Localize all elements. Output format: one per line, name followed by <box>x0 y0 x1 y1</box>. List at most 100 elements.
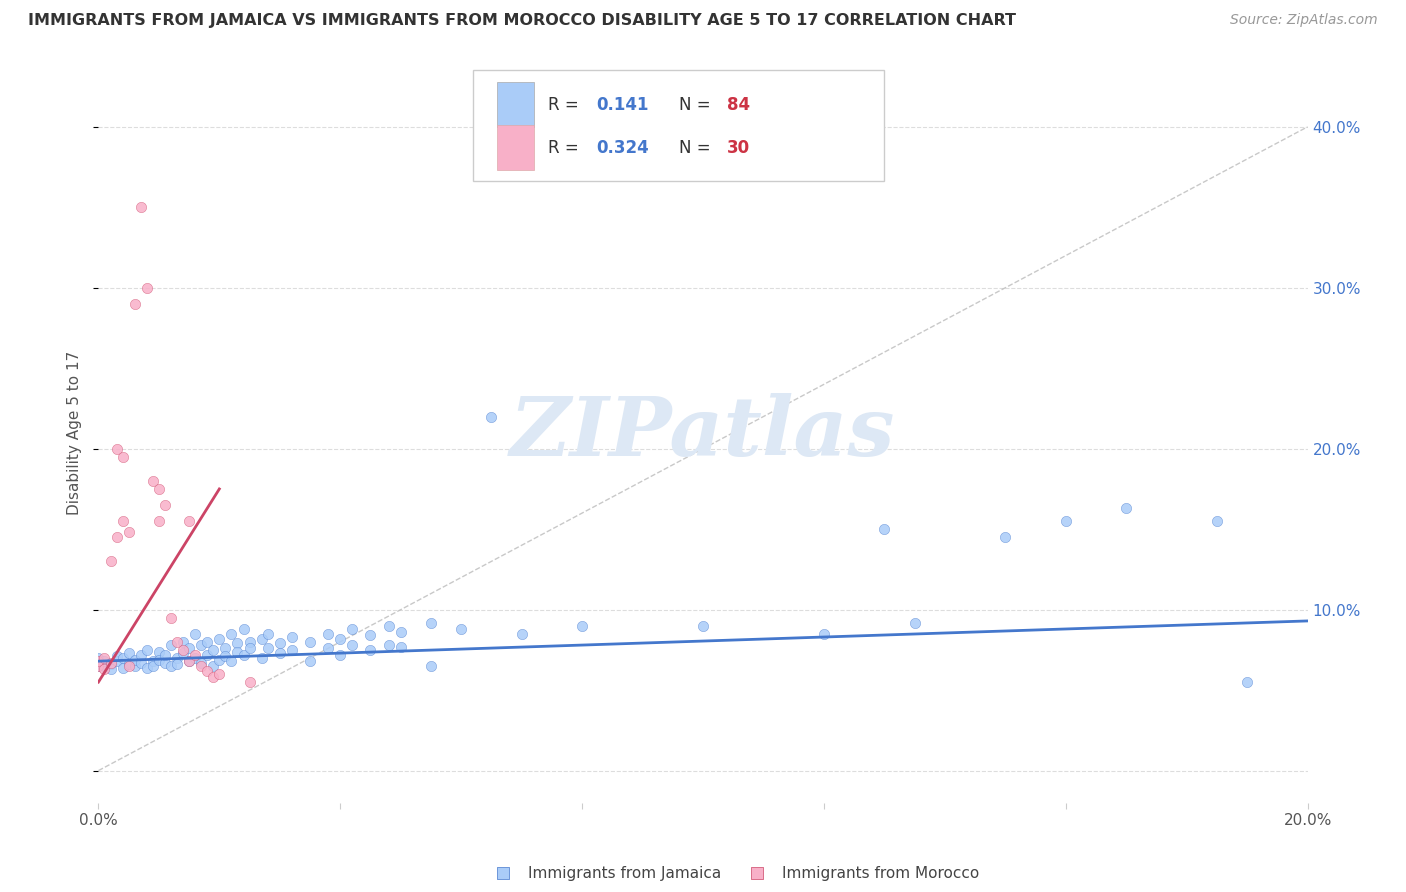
FancyBboxPatch shape <box>498 126 534 169</box>
Point <box>87 659 110 673</box>
Point <box>202 643 225 657</box>
Point <box>142 659 165 673</box>
Point <box>105 530 128 544</box>
Point <box>1236 675 1258 690</box>
Point <box>202 670 225 684</box>
Text: R =: R = <box>548 95 585 113</box>
Point <box>142 474 165 488</box>
Point <box>179 654 201 668</box>
Point <box>166 635 188 649</box>
Point <box>153 656 176 670</box>
Point <box>299 635 322 649</box>
Point <box>389 625 412 640</box>
Point <box>250 651 273 665</box>
Point <box>142 654 165 668</box>
Point <box>226 636 249 650</box>
Point <box>377 638 399 652</box>
Point <box>100 662 122 676</box>
Point <box>873 522 896 536</box>
Point <box>420 615 443 630</box>
Point <box>195 635 218 649</box>
Point <box>208 632 231 646</box>
Point <box>179 641 201 656</box>
Text: Immigrants from Jamaica: Immigrants from Jamaica <box>527 865 721 880</box>
Point <box>329 632 352 646</box>
Point <box>190 656 212 670</box>
Point <box>232 622 254 636</box>
Point <box>172 646 194 660</box>
Text: N =: N = <box>679 138 716 157</box>
Point <box>129 200 152 214</box>
Point <box>994 530 1017 544</box>
Point <box>148 644 170 658</box>
Text: 0.141: 0.141 <box>596 95 650 113</box>
Point <box>111 450 134 464</box>
Point <box>389 640 412 654</box>
Point <box>100 657 122 672</box>
Point <box>166 651 188 665</box>
Point <box>111 660 134 674</box>
Point <box>239 675 262 690</box>
Text: N =: N = <box>679 95 716 113</box>
Point <box>214 649 236 664</box>
Point <box>160 659 183 673</box>
Point <box>105 649 128 664</box>
Point <box>250 632 273 646</box>
Text: 84: 84 <box>727 95 751 113</box>
Point <box>481 409 503 424</box>
Point <box>118 646 141 660</box>
Point <box>160 610 183 624</box>
Point <box>184 651 207 665</box>
Point <box>124 659 146 673</box>
Point <box>129 656 152 670</box>
Point <box>172 635 194 649</box>
Point <box>148 652 170 666</box>
Point <box>256 627 278 641</box>
Point <box>190 638 212 652</box>
Text: Immigrants from Morocco: Immigrants from Morocco <box>782 865 979 880</box>
Point <box>111 514 134 528</box>
Point <box>87 654 110 668</box>
Text: ZIPatlas: ZIPatlas <box>510 392 896 473</box>
Point <box>118 659 141 673</box>
Point <box>269 636 291 650</box>
Point <box>179 514 201 528</box>
Point <box>1115 501 1137 516</box>
Y-axis label: Disability Age 5 to 17: Disability Age 5 to 17 <box>67 351 83 515</box>
Point <box>377 619 399 633</box>
Point <box>256 641 278 656</box>
Point <box>179 654 201 668</box>
Point <box>118 657 141 672</box>
Point <box>221 627 243 641</box>
Point <box>299 654 322 668</box>
Point <box>118 525 141 540</box>
Point <box>135 281 157 295</box>
Point <box>692 619 714 633</box>
Point <box>316 641 339 656</box>
Point <box>342 638 364 652</box>
Text: 30: 30 <box>727 138 751 157</box>
Point <box>166 657 188 672</box>
Point <box>135 660 157 674</box>
Point <box>232 648 254 662</box>
Point <box>184 627 207 641</box>
Point <box>124 652 146 666</box>
Point <box>342 622 364 636</box>
Point <box>105 654 128 668</box>
Point <box>93 659 115 673</box>
Point <box>269 646 291 660</box>
Point <box>1206 514 1229 528</box>
Point <box>153 648 176 662</box>
Point <box>360 628 382 642</box>
Point <box>195 664 218 678</box>
Point <box>208 667 231 681</box>
Point <box>1054 514 1077 528</box>
Point <box>202 659 225 673</box>
Point <box>239 635 262 649</box>
Point <box>105 442 128 456</box>
Point <box>184 648 207 662</box>
Point <box>450 622 472 636</box>
Point <box>281 630 304 644</box>
Point <box>904 615 927 630</box>
Point <box>160 638 183 652</box>
